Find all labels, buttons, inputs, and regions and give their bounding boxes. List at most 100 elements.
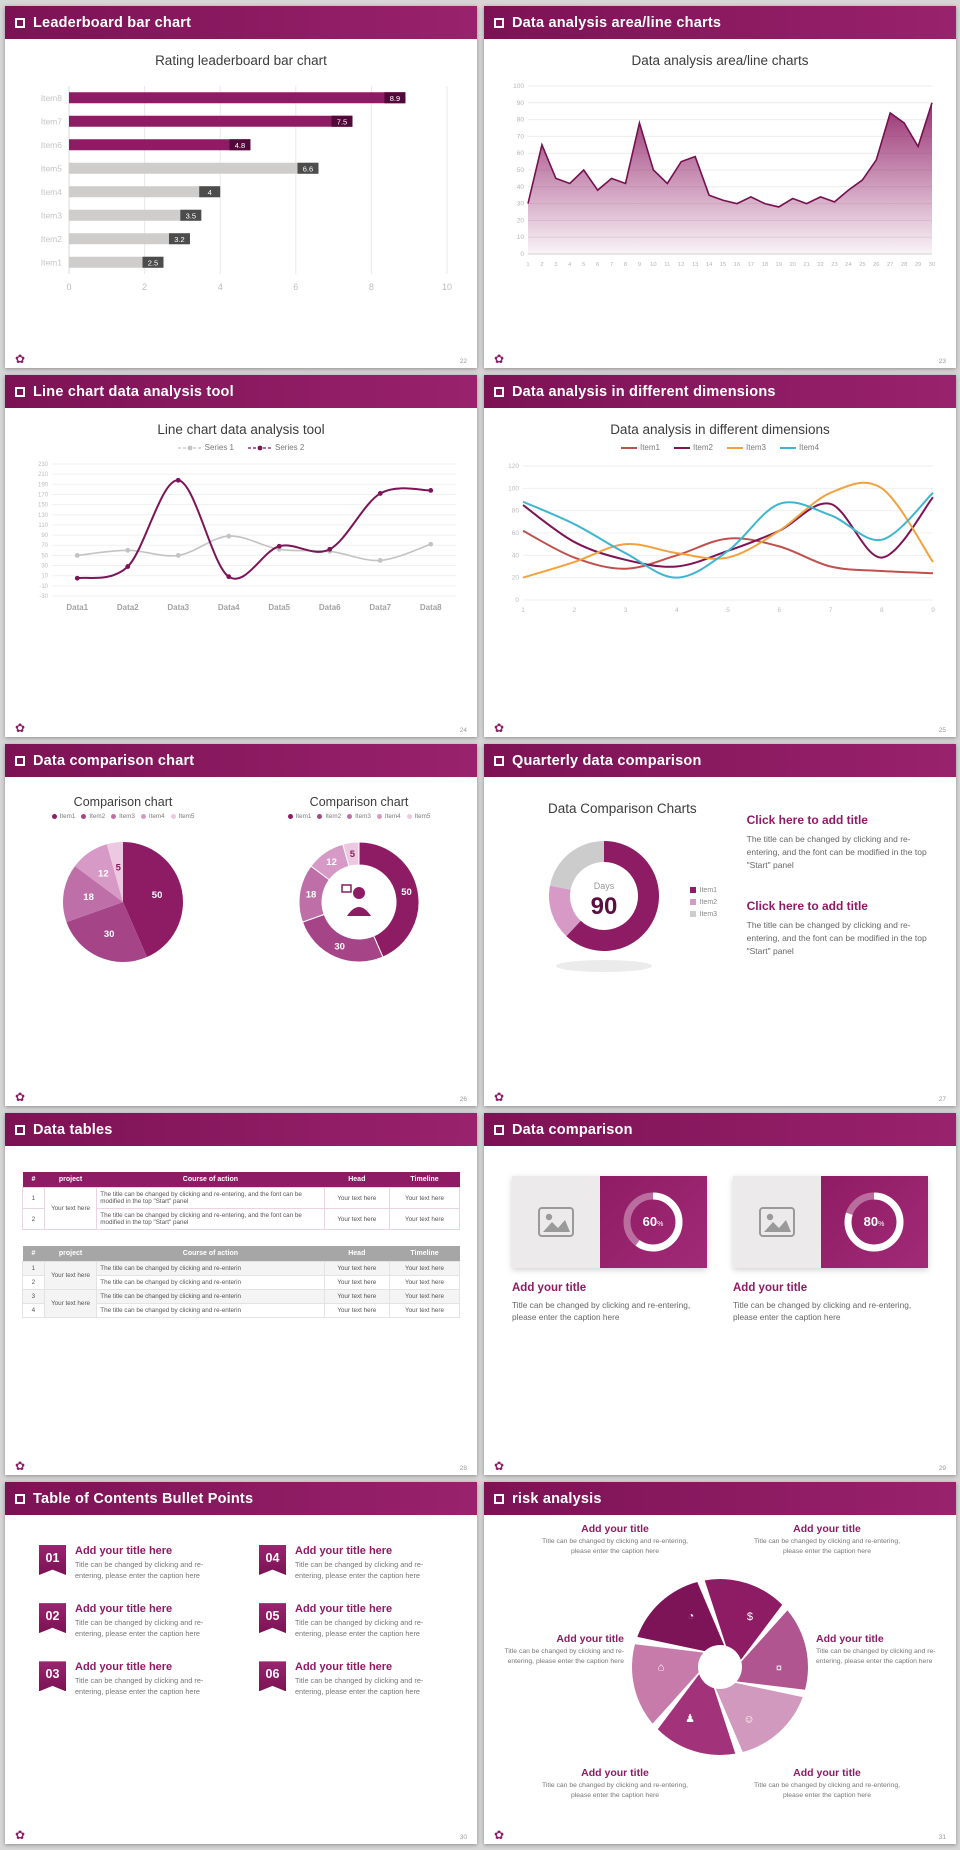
risk-text-block: Add your title Title can be changed by cl…	[752, 1523, 902, 1557]
svg-text:6.6: 6.6	[303, 164, 313, 173]
svg-text:10: 10	[650, 262, 656, 268]
toc-item[interactable]: 04 Add your title here Title can be change…	[259, 1545, 443, 1581]
checkbox-icon	[15, 1124, 25, 1135]
slide-risk-analysis[interactable]: risk analysis $ ¤ ☺ ♟ ⌂ ◔ Add your title Title …	[484, 1482, 956, 1844]
slide-title: risk analysis	[512, 1490, 602, 1507]
toc-item-title: Add your title here	[75, 1545, 173, 1557]
svg-text:210: 210	[38, 472, 49, 478]
toc-item-caption: Title can be changed by clicking and re-…	[75, 1618, 204, 1638]
toc-item-title: Add your title here	[75, 1661, 173, 1674]
slide-leaderboard-bar-chart[interactable]: Leaderboard bar chart Rating leaderboard…	[5, 6, 477, 368]
slide-line-chart-tool[interactable]: Line chart data analysis tool Line chart…	[5, 375, 477, 737]
svg-text:4: 4	[568, 262, 572, 268]
toc-item[interactable]: 03 Add your title here Title can be change…	[39, 1661, 223, 1697]
svg-text:Data8: Data8	[420, 603, 442, 612]
svg-text:13: 13	[692, 262, 698, 268]
image-placeholder-icon	[512, 1176, 600, 1268]
slide-content: Data analysis in different dimensions Ite…	[484, 408, 956, 737]
slide-title: Data tables	[33, 1121, 113, 1138]
svg-text:50: 50	[152, 890, 163, 901]
svg-text:2: 2	[572, 607, 576, 614]
toc-item-caption: Title can be changed by clicking and re-…	[295, 1676, 424, 1696]
chart-legend: Item1 Item2 Item3	[689, 887, 717, 918]
risk-item-caption: Title can be changed by clicking and re-…	[754, 1538, 900, 1555]
slide-dimensions[interactable]: Data analysis in different dimensions Da…	[484, 375, 956, 737]
svg-text:4: 4	[218, 282, 223, 292]
slide-comparison-pies[interactable]: Data comparison chart Comparison chart It…	[5, 744, 477, 1106]
svg-text:110: 110	[38, 523, 48, 529]
svg-text:20: 20	[789, 262, 795, 268]
svg-text:10: 10	[517, 234, 525, 241]
slide-content: # project Course of action Head Timeline 1 You…	[5, 1146, 477, 1475]
svg-text:3: 3	[554, 262, 557, 268]
slide-title-bar: Table of Contents Bullet Points	[5, 1482, 477, 1515]
toc-item[interactable]: 01 Add your title here Title can be change…	[39, 1545, 223, 1581]
table-header-cell: #	[22, 1246, 45, 1262]
checkbox-icon	[494, 1493, 504, 1504]
toc-item-caption: Title can be changed by clicking and re-…	[295, 1560, 424, 1580]
checkbox-icon	[494, 755, 504, 766]
svg-text:20: 20	[512, 575, 520, 582]
chart-legend: Item1 Item2 Item3 Item4	[484, 443, 956, 452]
svg-text:30: 30	[517, 201, 525, 208]
slide-area-line-charts[interactable]: Data analysis area/line charts Data anal…	[484, 6, 956, 368]
svg-text:2.5: 2.5	[148, 258, 158, 267]
data-table: # project Course of action Head Timeline 1 You…	[22, 1172, 460, 1230]
svg-text:23: 23	[831, 262, 837, 268]
slide-title: Data analysis area/line charts	[512, 14, 722, 31]
svg-text:Data1: Data1	[66, 603, 88, 612]
toc-item[interactable]: 05 Add your title here Title can be change…	[259, 1603, 443, 1639]
text-block: Click here to add title The title can be …	[747, 899, 936, 959]
slide-content: 01 Add your title here Title can be change…	[5, 1515, 477, 1844]
svg-text:16: 16	[734, 262, 740, 268]
svg-text:7: 7	[829, 607, 833, 614]
slide-data-tables[interactable]: Data tables # project Course of action Head…	[5, 1113, 477, 1475]
svg-text:60%: 60%	[643, 1214, 664, 1229]
svg-text:Data2: Data2	[117, 603, 139, 612]
table-header-cell: project	[44, 1172, 97, 1188]
svg-text:Data3: Data3	[167, 603, 189, 612]
checkbox-icon	[15, 17, 25, 28]
svg-text:Data4: Data4	[218, 603, 240, 612]
slide-data-comparison-cards[interactable]: Data comparison 60% Add your title Title c…	[484, 1113, 956, 1475]
svg-text:Item3: Item3	[41, 210, 63, 220]
svg-text:18: 18	[762, 262, 768, 268]
slide-title-bar: Leaderboard bar chart	[5, 6, 477, 39]
svg-text:14: 14	[706, 262, 713, 268]
table-row: 1 Your text here The title can be changed …	[22, 1187, 460, 1230]
risk-text-block: Add your title Title can be changed by cl…	[816, 1633, 956, 1667]
svg-text:15: 15	[720, 262, 726, 268]
svg-text:6: 6	[596, 262, 599, 268]
slide-content: $ ¤ ☺ ♟ ⌂ ◔ Add your title Title can be changed…	[484, 1515, 956, 1844]
svg-text:80: 80	[512, 508, 520, 515]
slide-quarterly-comparison[interactable]: Quarterly data comparison Data Compariso…	[484, 744, 956, 1106]
svg-text:5: 5	[350, 849, 356, 860]
table-header-cell: Timeline	[389, 1246, 460, 1262]
checkbox-icon	[494, 386, 504, 397]
toc-item[interactable]: 06 Add your title here Title can be change…	[259, 1661, 443, 1697]
toc-item-caption: Title can be changed by clicking and re-…	[75, 1676, 204, 1696]
risk-item-title: Add your title	[581, 1767, 649, 1779]
toc-item-title: Add your title here	[75, 1603, 173, 1616]
slide-toc-bullets[interactable]: Table of Contents Bullet Points 01 Add yo…	[5, 1482, 477, 1844]
svg-text:12: 12	[98, 868, 109, 879]
number-badge: 01	[39, 1545, 66, 1575]
svg-text:8.9: 8.9	[390, 94, 400, 103]
number-badge: 05	[259, 1603, 286, 1634]
risk-item-caption: Title can be changed by clicking and re-…	[754, 1782, 900, 1799]
slide-title: Table of Contents Bullet Points	[33, 1490, 254, 1507]
svg-text:230: 230	[38, 462, 49, 468]
risk-text-block: Add your title Title can be changed by cl…	[484, 1633, 624, 1667]
text-block: Click here to add title The title can be …	[747, 813, 936, 873]
svg-text:2: 2	[142, 282, 147, 292]
slide-content: Data Comparison Charts Days 90 Item1 Item2 It…	[484, 777, 956, 1106]
legend-item: Series 1	[177, 443, 234, 452]
chart-title: Comparison chart	[73, 795, 173, 809]
table-header-cell: Head	[324, 1172, 390, 1188]
table-header-cell: project	[44, 1246, 97, 1262]
toc-item[interactable]: 02 Add your title here Title can be change…	[39, 1603, 223, 1639]
svg-text:4.8: 4.8	[235, 141, 245, 150]
table-header-cell: #	[22, 1172, 45, 1188]
svg-text:90: 90	[517, 100, 525, 107]
